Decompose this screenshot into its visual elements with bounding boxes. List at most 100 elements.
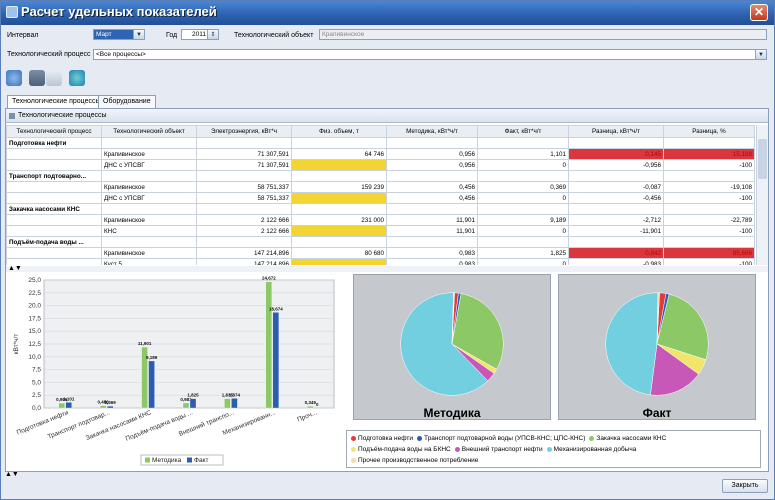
table-cell[interactable]: 11,901 [386,214,478,226]
table-cell[interactable] [386,137,478,149]
group-row[interactable]: Подъём-подача воды ... [6,236,755,248]
chevron-down-icon[interactable]: ▼ [133,30,144,39]
table-cell[interactable]: Крапивинское [101,214,197,226]
table-row[interactable]: Куст 5 147 214,896 0,983 0 -0,983 -100 [6,258,755,265]
table-cell[interactable]: -0,087 [568,181,664,193]
group-row[interactable]: Закачка насосами КНС [6,203,755,215]
table-cell[interactable] [477,137,569,149]
group-row[interactable]: Подготовка нефти [6,137,755,149]
table-row[interactable]: ДНС с УПСВГ 58 751,337 0,456 0 -0,456 -100 [6,192,755,204]
table-cell[interactable] [291,236,387,248]
column-header[interactable]: Технологический объект [101,125,197,138]
table-cell[interactable]: Транспорт подтоварно... [6,170,102,182]
spin-arrows-icon[interactable]: ⇕ [207,30,218,39]
table-cell[interactable]: 0 [477,159,569,171]
close-button[interactable]: Закрыть [722,479,768,493]
undo-icon[interactable] [46,70,62,86]
data-grid[interactable]: Технологический процесс Технологический о… [6,125,768,265]
tab-tech-processes[interactable]: Технологические процессы [7,95,106,108]
table-cell[interactable]: Куст 5 [101,258,197,265]
table-cell[interactable] [663,170,755,182]
column-header[interactable]: Электроэнергия, кВт*ч [196,125,292,138]
table-cell[interactable]: -0,983 [568,258,664,265]
table-cell[interactable] [6,192,102,204]
table-cell[interactable]: -22,789 [663,214,755,226]
table-cell[interactable] [291,170,387,182]
table-cell[interactable]: -19,108 [663,181,755,193]
table-cell[interactable] [291,258,387,265]
table-cell[interactable]: -0,956 [568,159,664,171]
table-cell[interactable] [6,225,102,237]
table-cell[interactable] [101,236,197,248]
table-cell[interactable]: 147 214,896 [196,247,292,259]
table-cell[interactable]: 147 214,896 [196,258,292,265]
table-cell[interactable]: 2 122 666 [196,225,292,237]
table-cell[interactable] [101,170,197,182]
table-cell[interactable]: 0 [477,192,569,204]
table-row[interactable]: Крапивинское 58 751,337 159 239 0,456 0,369-… [6,181,755,193]
table-cell[interactable]: Подъём-подача воды ... [6,236,102,248]
vertical-scrollbar[interactable] [756,125,768,265]
column-header[interactable]: Методика, кВт*ч/т [386,125,478,138]
table-cell[interactable]: 0,956 [386,159,478,171]
table-cell[interactable]: 0,456 [386,192,478,204]
interval-select[interactable]: Март ▼ [93,29,145,40]
splitter-handle[interactable]: ▲▼ [6,265,768,272]
refresh-icon[interactable] [6,70,22,86]
table-cell[interactable]: -100 [663,258,755,265]
table-cell[interactable] [291,203,387,215]
table-cell[interactable]: -2,712 [568,214,664,226]
table-cell[interactable]: -0,456 [568,192,664,204]
table-cell[interactable]: 1,825 [477,247,569,259]
table-cell[interactable]: 0 [477,258,569,265]
table-cell[interactable] [6,214,102,226]
table-cell[interactable]: 0,842 [568,247,664,259]
chart-icon[interactable] [69,70,85,86]
table-cell[interactable]: 0,956 [386,148,478,160]
table-cell[interactable]: Крапивинское [101,247,197,259]
table-row[interactable]: Крапивинское 71 307,591 64 746 0,956 1,101 0,… [6,148,755,160]
table-cell[interactable] [568,170,664,182]
table-cell[interactable]: -11,901 [568,225,664,237]
column-header[interactable]: Физ. объем, т [291,125,387,138]
column-header[interactable]: Факт, кВт*ч/т [477,125,569,138]
table-cell[interactable]: -100 [663,159,755,171]
table-cell[interactable]: 58 751,337 [196,192,292,204]
table-cell[interactable]: 71 307,591 [196,159,292,171]
close-window-button[interactable]: ✕ [750,4,768,21]
column-header[interactable]: Разница, % [663,125,755,138]
table-cell[interactable] [6,181,102,193]
table-cell[interactable] [477,236,569,248]
table-cell[interactable]: 0,145 [568,148,664,160]
table-cell[interactable]: 9,189 [477,214,569,226]
table-cell[interactable]: Подготовка нефти [6,137,102,149]
table-row[interactable]: Крапивинское 2 122 666 231 000 11,901 9,189-… [6,214,755,226]
table-cell[interactable] [291,192,387,204]
table-cell[interactable]: Закачка насосами КНС [6,203,102,215]
table-cell[interactable] [196,137,292,149]
table-cell[interactable]: 159 239 [291,181,387,193]
table-cell[interactable]: 85,666 [663,247,755,259]
chevron-down-icon[interactable]: ▼ [755,50,766,59]
tech-process-select[interactable]: <Все процессы> ▼ [93,49,767,60]
table-cell[interactable] [663,203,755,215]
table-cell[interactable] [568,137,664,149]
column-header[interactable]: Разница, кВт*ч/т [568,125,664,138]
table-cell[interactable]: ДНС с УПСВГ [101,159,197,171]
table-cell[interactable]: 0,983 [386,247,478,259]
scroll-thumb[interactable] [758,139,767,179]
table-cell[interactable] [386,203,478,215]
table-cell[interactable] [477,170,569,182]
table-cell[interactable] [101,137,197,149]
table-cell[interactable] [6,247,102,259]
table-row[interactable]: Крапивинское 147 214,896 80 680 0,983 1,825 0… [6,247,755,259]
table-cell[interactable] [196,170,292,182]
bottom-splitter[interactable]: ▲▼ [5,471,19,478]
table-cell[interactable]: 0,983 [386,258,478,265]
year-stepper[interactable]: 2011 ⇕ [181,29,219,40]
table-cell[interactable]: 1,101 [477,148,569,160]
table-cell[interactable] [663,236,755,248]
tab-equipment[interactable]: Оборудование [98,95,156,108]
table-cell[interactable]: 0,369 [477,181,569,193]
table-cell[interactable] [568,236,664,248]
